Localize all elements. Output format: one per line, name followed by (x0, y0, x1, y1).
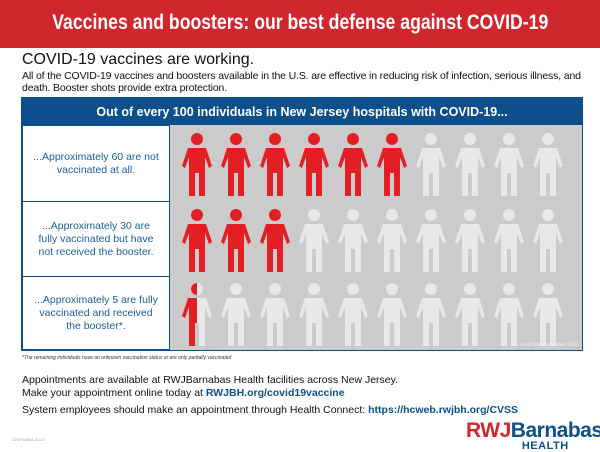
row-label-boosted: ...Approximately 5 are fully vaccinated … (22, 276, 170, 350)
appointment-info: Appointments are available at RWJBarnaba… (22, 374, 398, 400)
as-of-note: As of late December 2021 (520, 342, 578, 348)
person-icon (533, 283, 563, 346)
person-icon (377, 209, 407, 272)
footnote: *The remaining individuals have an unkno… (22, 355, 232, 361)
person-icon (182, 283, 212, 346)
person-icon (260, 283, 290, 346)
person-icon (260, 209, 290, 272)
person-icon (221, 133, 251, 196)
intro-text: All of the COVID-19 vaccines and booster… (22, 70, 581, 94)
person-icon (221, 209, 251, 272)
health-connect-link[interactable]: https://hcweb.rwjbh.org/CVSS (368, 404, 519, 416)
banner-title: Vaccines and boosters: our best defense … (51, 11, 549, 34)
person-icon (494, 209, 524, 272)
section-heading: COVID-19 vaccines are working. (22, 51, 255, 68)
person-icon (299, 133, 329, 196)
person-icon (338, 283, 368, 346)
person-icon (494, 283, 524, 346)
appointment-line-1: Appointments are available at RWJBarnaba… (22, 374, 399, 386)
person-icon (338, 133, 368, 196)
person-icon (260, 133, 290, 196)
row-label-no-booster: ...Approximately 30 are fully vaccinated… (22, 201, 170, 277)
person-icon (221, 283, 251, 346)
person-icon (377, 283, 407, 346)
person-icon (182, 209, 212, 272)
banner: Vaccines and boosters: our best defense … (0, 0, 600, 48)
person-icon (455, 133, 485, 196)
person-icon (416, 283, 446, 346)
employee-text: System employees should make an appointm… (22, 404, 369, 416)
person-icon (182, 133, 212, 196)
infographic-table: Out of every 100 individuals in New Jers… (21, 97, 583, 351)
person-icon (416, 133, 446, 196)
rwjbarnabas-logo: RWJBarnabas HEALTH (466, 419, 600, 452)
figures-svg (182, 133, 563, 346)
vaccine-link[interactable]: RWJBH.org/covid19vaccine (205, 387, 345, 399)
person-icon (533, 133, 563, 196)
row-label-unvaccinated: ...Approximately 60 are not vaccinated a… (22, 125, 170, 202)
table-header: Out of every 100 individuals in New Jers… (22, 98, 582, 126)
document-code: 22SYS0604-01/22 (12, 437, 45, 442)
person-icon (299, 209, 329, 272)
person-partial-fill (182, 283, 197, 346)
person-icon (533, 209, 563, 272)
employee-info: System employees should make an appointm… (22, 404, 518, 417)
person-icon (338, 209, 368, 272)
person-icon (377, 133, 407, 196)
person-icon (455, 209, 485, 272)
person-icon (494, 133, 524, 196)
person-icon (455, 283, 485, 346)
person-icon (299, 283, 329, 346)
person-icon (416, 209, 446, 272)
figure-grid: As of late December 2021 (170, 125, 582, 350)
appointment-line-2: Make your appointment online today at (22, 387, 206, 399)
